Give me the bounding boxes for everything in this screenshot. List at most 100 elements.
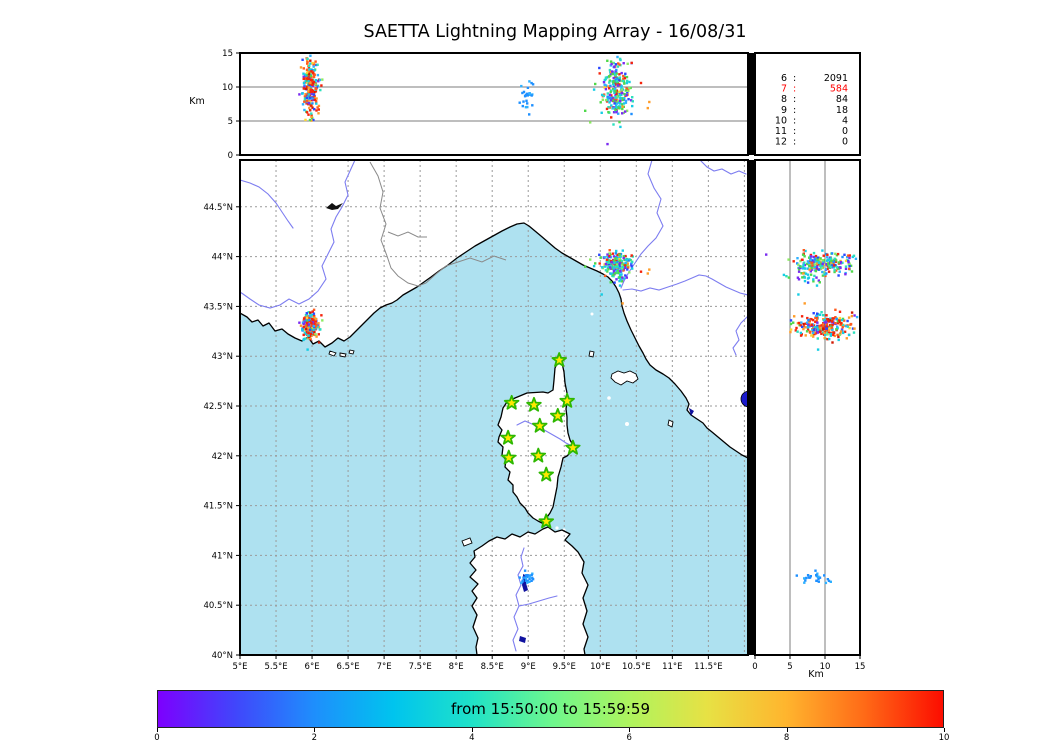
lightning-point [313, 69, 316, 72]
lightning-point [620, 86, 623, 89]
lightning-point [589, 121, 592, 124]
lightning-point [849, 264, 853, 267]
lightning-point [618, 90, 621, 93]
lightning-point [816, 572, 819, 575]
lightning-point [618, 267, 622, 270]
river-verdon [241, 179, 294, 229]
lightning-point [829, 332, 833, 336]
lightning-point [531, 104, 534, 107]
lightning-point [835, 265, 839, 269]
lightning-point [822, 254, 825, 257]
lightning-point [315, 335, 318, 338]
lightning-point [525, 99, 528, 102]
lake-sardinia-south [519, 636, 526, 643]
lightning-point [308, 64, 311, 68]
lightning-point [850, 314, 854, 318]
lightning-point [307, 77, 310, 80]
lightning-point [618, 91, 622, 95]
lightning-point [619, 263, 623, 266]
river-ombrone [732, 316, 747, 356]
lightning-point [321, 78, 324, 81]
lightning-point [304, 97, 307, 100]
lightning-point [315, 63, 318, 67]
lightning-point [789, 328, 793, 331]
lightning-point [298, 93, 301, 96]
lightning-point [302, 87, 305, 90]
tick-label: 5 [787, 662, 792, 672]
lightning-point [620, 71, 623, 75]
lightning-point [841, 255, 844, 259]
lightning-point [799, 265, 802, 268]
lightning-point [620, 280, 624, 283]
alt-lon-panel-bg [240, 53, 748, 155]
lightning-point [614, 83, 617, 86]
lightning-point [614, 265, 617, 269]
lightning-point [311, 83, 314, 86]
lightning-point [806, 574, 810, 577]
lightning-point [312, 308, 316, 311]
lightning-point [314, 326, 317, 329]
lightning-point [312, 98, 315, 102]
river-arno [622, 274, 747, 296]
lightning-point [810, 318, 813, 321]
lightning-point [848, 262, 851, 265]
alt-lat-xlabel: Km [808, 669, 823, 680]
lightning-point [615, 104, 618, 108]
lightning-point [526, 94, 529, 97]
station-count-colon: : [793, 126, 796, 137]
lightning-point [302, 77, 305, 81]
lightning-point [843, 253, 846, 256]
lightning-point [521, 579, 524, 582]
lightning-point [312, 63, 315, 67]
tick-label: 7°E [377, 662, 392, 672]
station-count-n: 8 [781, 94, 787, 105]
lightning-point [805, 330, 809, 333]
lightning-point [317, 326, 321, 329]
lightning-point [618, 259, 621, 263]
lightning-point [851, 327, 855, 330]
tick-label: 40.5°N [203, 601, 233, 611]
lightning-point [842, 331, 845, 335]
lightning-point [610, 261, 613, 264]
lightning-point [311, 89, 314, 92]
lightning-point [610, 116, 613, 119]
lightning-point [600, 93, 604, 97]
lightning-point [639, 81, 643, 85]
lightning-point [615, 111, 618, 114]
lightning-point [789, 322, 793, 326]
lightning-point [803, 267, 806, 270]
lightning-point [313, 98, 317, 101]
lightning-point [808, 319, 811, 323]
lightning-point [518, 576, 521, 579]
alt-lon-tick-labels: 0 5 10 15 [222, 49, 240, 161]
lightning-point [316, 84, 320, 88]
lightning-point [785, 275, 788, 278]
map-lightning-scatter [298, 249, 651, 585]
lightning-point [801, 265, 805, 269]
lightning-point [853, 314, 856, 317]
time-colorbar: from 15:50:00 to 15:59:59 [157, 690, 944, 728]
station-star [538, 513, 554, 529]
lightning-point [618, 93, 622, 96]
lightning-point [821, 249, 824, 252]
lightning-point [618, 261, 622, 265]
lightning-point [827, 320, 830, 323]
sardinia [470, 527, 588, 654]
lightning-point [797, 278, 801, 281]
lightning-point [631, 104, 634, 108]
lightning-point [624, 72, 627, 75]
lightning-point [815, 266, 819, 269]
lightning-point [826, 262, 830, 265]
lightning-point [837, 274, 840, 277]
lightning-point [303, 95, 307, 98]
lightning-point [308, 96, 312, 99]
lightning-point [631, 96, 634, 99]
lightning-point [799, 334, 803, 337]
lightning-point [817, 577, 820, 581]
lightning-point [302, 322, 305, 326]
lightning-point [809, 258, 812, 261]
tick-label: 41°N [212, 551, 233, 561]
lightning-point [852, 331, 856, 334]
lightning-point [811, 331, 815, 334]
lightning-point [626, 79, 629, 83]
